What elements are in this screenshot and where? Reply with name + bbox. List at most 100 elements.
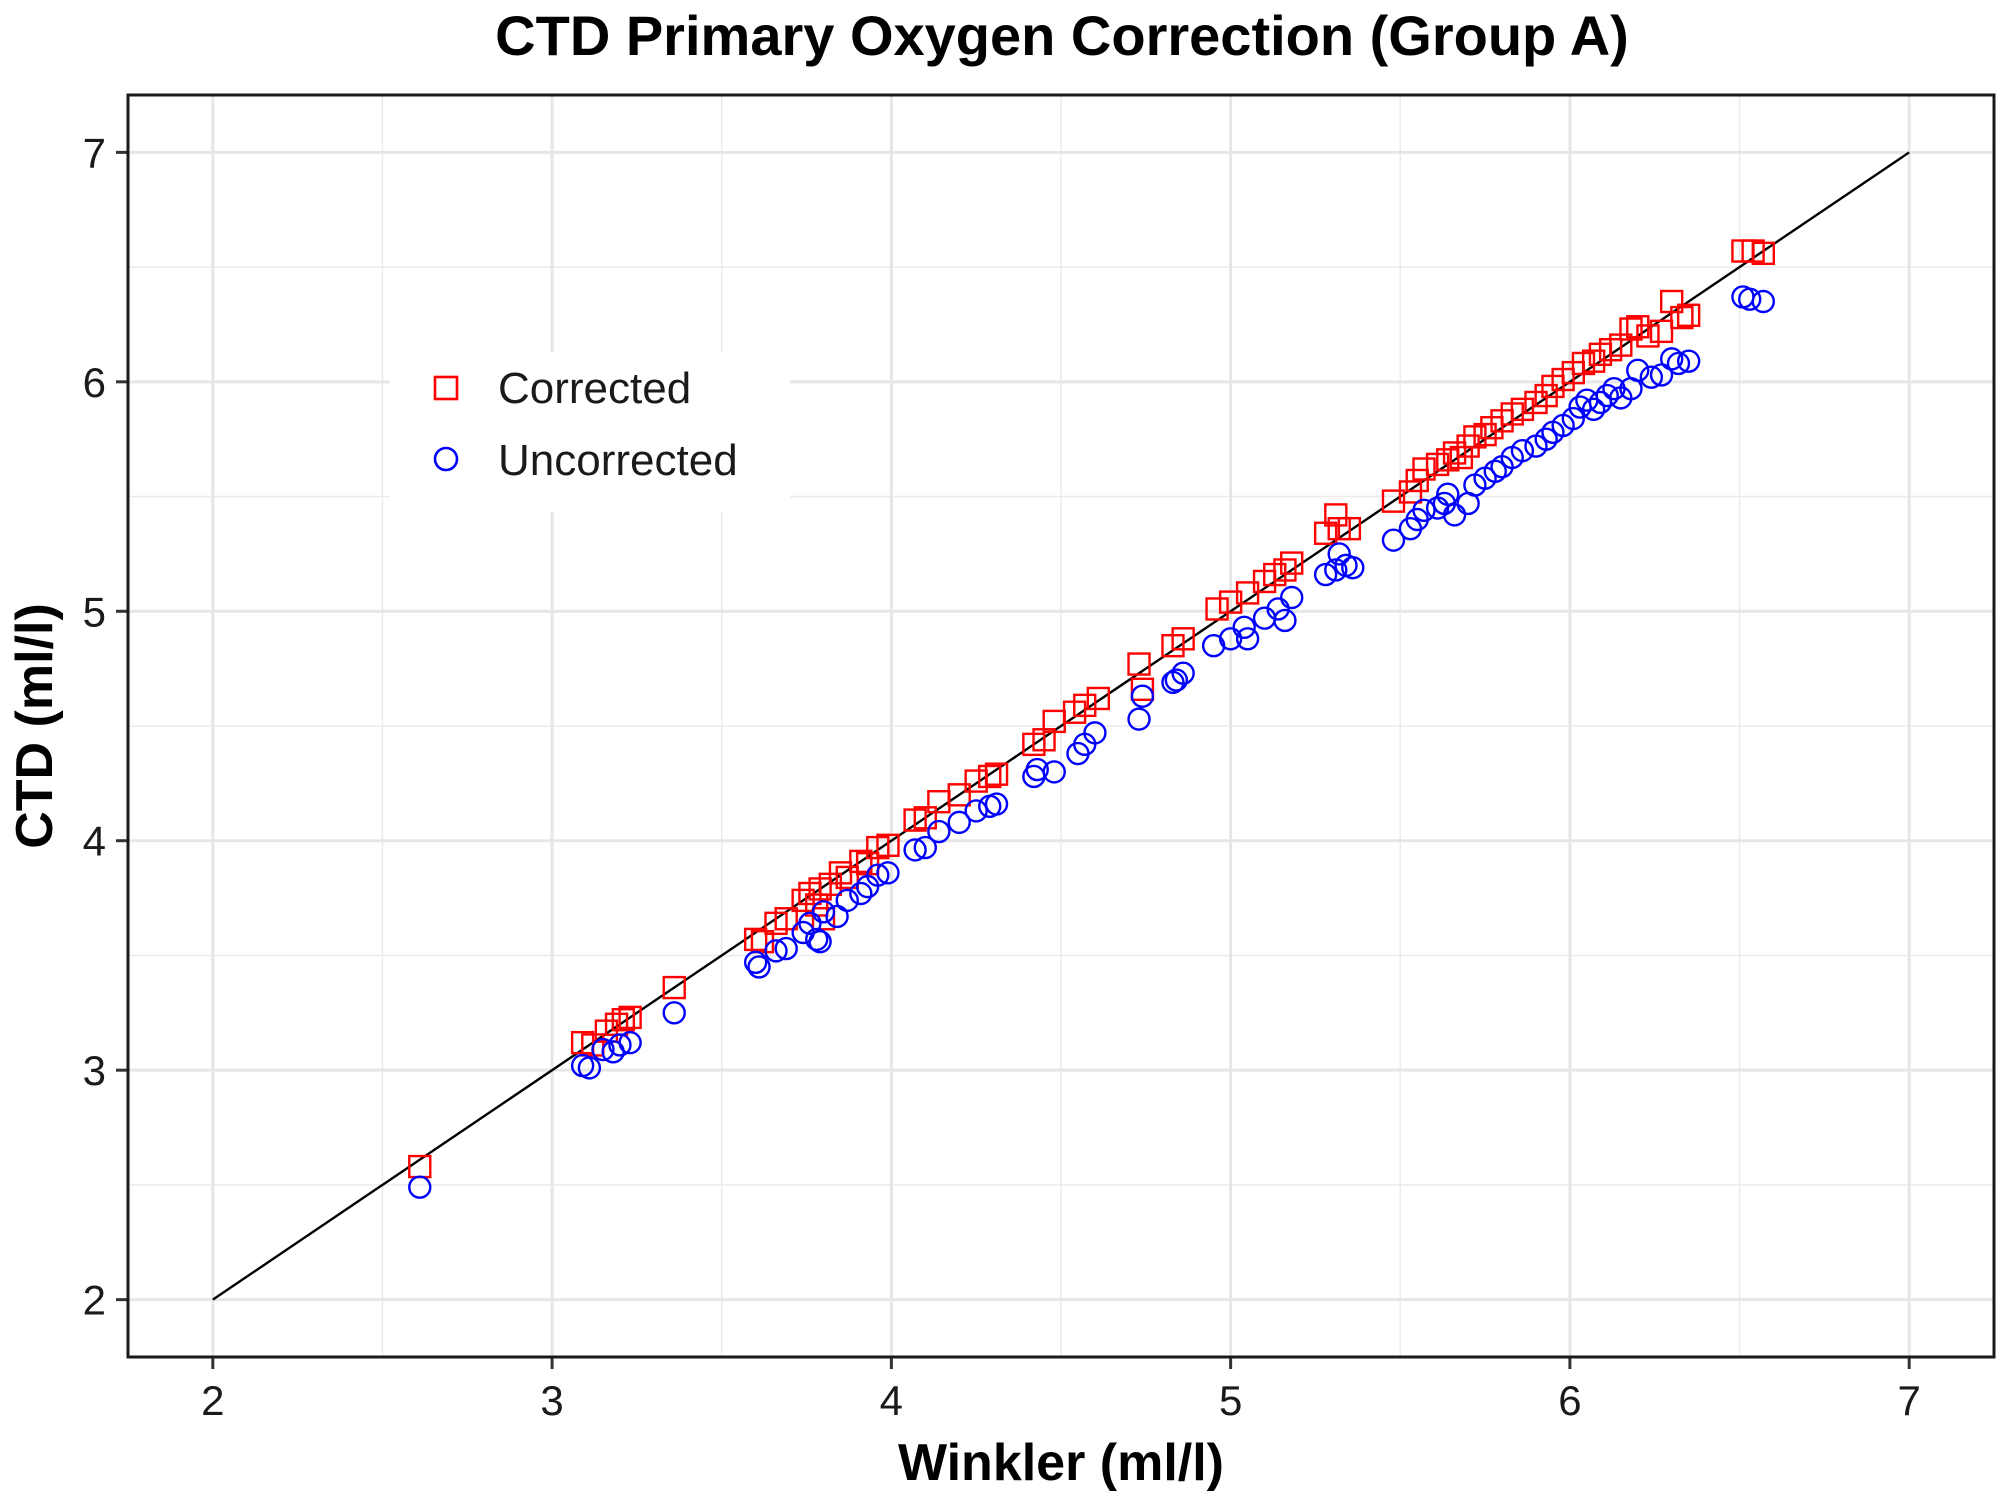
x-tick-label: 3 [540,1377,563,1424]
x-tick-label: 5 [1219,1377,1242,1424]
data-point-uncorrected [1025,757,1049,782]
data-point-corrected [947,783,971,807]
data-point-uncorrected [1483,459,1507,484]
data-point-uncorrected [913,835,937,860]
data-point-uncorrected [1313,562,1338,587]
data-point-corrected [774,907,798,931]
y-tick-label: 4 [83,818,106,865]
y-axis-title: CTD (ml/l) [6,603,64,849]
data-point-corrected [581,1033,605,1057]
x-axis-title: Winkler (ml/l) [898,1434,1224,1492]
data-point-uncorrected [1083,721,1107,745]
x-tick-label: 2 [201,1377,224,1424]
data-point-corrected [1510,397,1535,422]
data-point-uncorrected [849,881,873,906]
grid [128,95,1994,1357]
data-point-uncorrected [1510,438,1535,463]
data-point-corrected [1636,324,1660,348]
series-corrected [408,239,1775,1179]
y-axis-ticks: 2 3 4 5 6 7 [83,129,127,1324]
data-point-uncorrected [662,1001,686,1025]
reference-line-layer [212,151,1910,1301]
data-point-corrected [1676,303,1701,327]
data-point-uncorrected [1626,358,1650,383]
data-point-corrected [1442,441,1467,465]
data-point-uncorrected [876,861,900,885]
data-point-uncorrected [1232,615,1256,640]
one-to-one-line [212,151,1910,1301]
data-point-uncorrected [798,911,822,936]
data-point-uncorrected [984,792,1009,816]
data-point-corrected [1412,457,1436,481]
data-point-uncorrected [1639,365,1664,389]
data-point-uncorrected [1042,760,1066,784]
data-point-uncorrected [1164,668,1189,692]
data-point-corrected [1273,558,1297,582]
x-axis-ticks: 2 3 4 5 6 7 [201,1358,1921,1424]
data-point-corrected [1130,677,1155,701]
data-points [408,239,1775,1199]
y-tick-label: 3 [83,1047,106,1094]
data-point-corrected [1205,597,1229,621]
data-point-uncorrected [1171,661,1195,685]
data-point-uncorrected [591,1037,615,1062]
data-point-corrected [1473,422,1497,447]
series-uncorrected [408,285,1775,1199]
chart-title: CTD Primary Oxygen Correction (Group A) [495,4,1629,67]
data-point-uncorrected [903,838,927,862]
data-point-uncorrected [1341,555,1365,580]
data-point-uncorrected [1561,406,1586,431]
data-point-uncorrected [835,888,859,913]
data-point-corrected [1649,319,1674,344]
data-point-corrected [978,764,1002,789]
data-point-uncorrected [1327,542,1351,566]
legend-key-corrected [433,375,459,401]
x-tick-label: 7 [1898,1377,1921,1424]
data-point-uncorrected [1676,349,1701,373]
data-point-uncorrected [1381,528,1406,552]
data-point-uncorrected [1280,585,1304,610]
data-point-uncorrected [1659,347,1684,371]
data-point-corrected [1751,241,1775,266]
data-point-uncorrected [608,1033,632,1057]
data-point-uncorrected [947,810,971,835]
data-point-corrected [835,865,859,890]
data-point-corrected [618,1005,642,1030]
data-point-corrected [1218,590,1243,614]
data-point-uncorrected [1235,627,1260,651]
data-point-uncorrected [1666,351,1691,376]
legend-label-uncorrected: Uncorrected [498,436,738,485]
data-point-uncorrected [577,1056,602,1080]
data-point-corrected [1073,693,1097,718]
x-tick-label: 4 [880,1377,903,1424]
data-point-corrected [849,849,873,874]
data-point-corrected [984,762,1009,786]
data-point-uncorrected [1581,397,1606,422]
data-point-uncorrected [1266,597,1290,621]
data-point-uncorrected [408,1175,432,1199]
data-point-corrected [811,907,836,931]
y-tick-label: 6 [83,359,106,406]
data-point-uncorrected [1130,684,1155,708]
data-point-corrected [1127,652,1151,676]
data-point-uncorrected [1442,503,1467,527]
data-point-uncorrected [805,927,829,952]
data-point-uncorrected [1324,558,1348,582]
data-point-corrected [1280,551,1304,575]
data-point-corrected [1337,516,1362,541]
data-point-corrected [1324,503,1348,527]
data-point-uncorrected [1738,287,1762,311]
data-point-corrected [1670,305,1694,330]
data-point-uncorrected [1127,707,1151,731]
data-point-corrected [1171,627,1195,651]
legend-label-corrected: Corrected [498,364,691,413]
data-point-uncorrected [1412,498,1436,523]
data-point-uncorrected [743,950,768,975]
data-point-uncorrected [927,819,951,844]
data-point-uncorrected [1595,383,1619,408]
data-point-uncorrected [618,1030,642,1055]
data-point-corrected [1381,489,1406,513]
data-point-uncorrected [1273,608,1297,633]
data-point-uncorrected [808,929,832,954]
data-point-corrected [611,1008,636,1032]
